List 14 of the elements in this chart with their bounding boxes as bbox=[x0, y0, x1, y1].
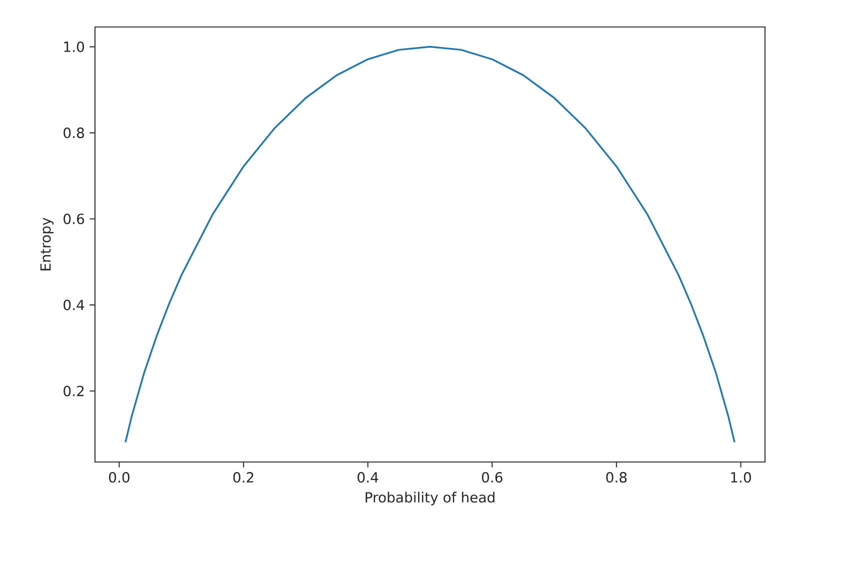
line-series bbox=[124, 46, 736, 444]
x-tick-label: 0.0 bbox=[109, 472, 130, 483]
x-tick-label: 0.2 bbox=[233, 472, 254, 483]
y-tick-label: 0.2 bbox=[64, 386, 84, 396]
x-tick-label: 0.8 bbox=[606, 472, 627, 483]
y-axis-title: Entropy bbox=[40, 218, 54, 270]
y-tick-label: 1.0 bbox=[64, 41, 84, 52]
y-tick-label: 0.6 bbox=[64, 214, 84, 224]
x-tick-label: 1.0 bbox=[731, 472, 751, 483]
x-tick-label: 0.4 bbox=[358, 472, 378, 483]
y-tick-label: 0.8 bbox=[64, 128, 84, 138]
x-axis-title: Probability of head bbox=[366, 492, 494, 506]
y-tick-label: 0.4 bbox=[64, 300, 84, 310]
x-tick-label: 0.6 bbox=[482, 472, 502, 483]
